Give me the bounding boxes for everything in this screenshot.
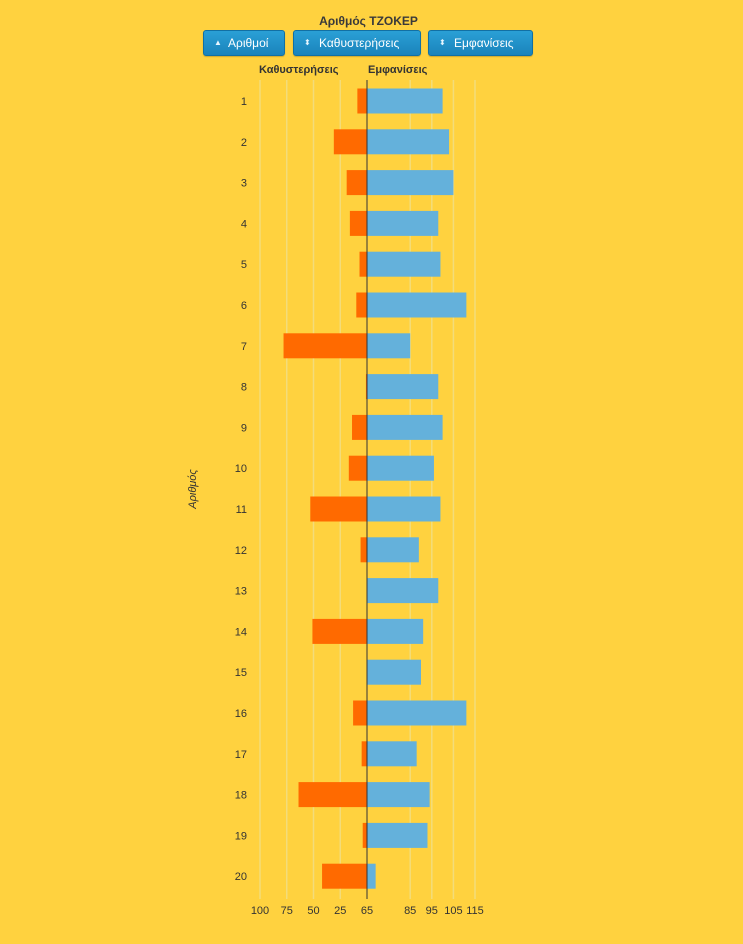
delays-bar <box>359 251 367 277</box>
category-label: 5 <box>241 259 247 271</box>
delays-bar <box>362 822 367 848</box>
appearances-bar <box>367 210 439 236</box>
category-label: 17 <box>235 749 247 761</box>
delays-bar <box>349 210 367 236</box>
chart-title: Αριθμός ΤΖΟΚΕΡ <box>319 14 418 28</box>
x-tick-label: 105 <box>444 905 462 917</box>
delays-bar <box>353 700 367 726</box>
delays-bar <box>346 170 367 196</box>
category-label: 19 <box>235 830 247 842</box>
appearances-bar <box>367 170 454 196</box>
appearances-bar <box>367 659 421 685</box>
appearances-bar <box>367 414 443 440</box>
right-header: Εμφανίσεις <box>368 64 428 76</box>
category-label: 3 <box>241 178 247 190</box>
x-tick-label: 100 <box>251 905 269 917</box>
delays-bar <box>310 496 367 522</box>
appearances-bar <box>367 292 467 318</box>
category-label: 18 <box>235 790 247 802</box>
x-tick-label: 50 <box>307 905 319 917</box>
appearances-bar <box>367 822 428 848</box>
appearances-bar <box>367 374 439 400</box>
x-tick-label: 95 <box>426 905 438 917</box>
appearances-bar <box>367 455 434 481</box>
sort-icon: ⬍ <box>304 38 311 47</box>
x-tick-label: 75 <box>281 905 293 917</box>
delays-bar <box>333 129 367 155</box>
delays-bar <box>361 741 367 767</box>
appearances-bar <box>367 741 417 767</box>
category-label: 10 <box>235 463 247 475</box>
category-label: 9 <box>241 422 247 434</box>
x-tick-label: 25 <box>334 905 346 917</box>
appearances-bar <box>367 129 450 155</box>
appearances-bar <box>367 88 443 114</box>
sort-asc-icon: ▲ <box>214 38 222 47</box>
x-tick-label: 65 <box>361 905 373 917</box>
delays-bar <box>322 863 367 889</box>
delays-bar <box>348 455 367 481</box>
delays-bar <box>283 333 367 359</box>
category-label: 7 <box>241 341 247 353</box>
category-label: 13 <box>235 586 247 598</box>
delays-bar <box>360 537 367 563</box>
appearances-bar <box>367 496 441 522</box>
appearances-bar <box>367 333 411 359</box>
x-tick-label: 85 <box>404 905 416 917</box>
category-label: 6 <box>241 300 247 312</box>
sort-by-appearances-button[interactable]: ⬍ Εμφανίσεις <box>428 30 533 56</box>
appearances-bar <box>367 251 441 277</box>
delays-bar <box>365 374 367 400</box>
sort-icon: ⬍ <box>439 38 446 47</box>
delays-bar <box>356 292 367 318</box>
category-label: 4 <box>241 218 247 230</box>
x-tick-label: 115 <box>466 905 484 917</box>
category-label: 20 <box>235 871 247 883</box>
delays-bar <box>298 782 367 808</box>
delays-bar <box>352 414 367 440</box>
appearances-bars <box>367 88 467 889</box>
appearances-bar <box>367 782 430 808</box>
sort-by-appearances-label: Εμφανίσεις <box>454 36 514 50</box>
category-label: 15 <box>235 667 247 679</box>
delays-bar <box>312 618 367 644</box>
category-label: 11 <box>236 504 247 516</box>
appearances-bar <box>367 578 439 604</box>
category-label: 1 <box>241 96 247 108</box>
appearances-bar <box>367 618 424 644</box>
left-header: Καθυστερήσεις <box>259 64 339 76</box>
appearances-bar <box>367 700 467 726</box>
y-axis-label: Αριθμός <box>187 469 199 510</box>
category-label: 12 <box>235 545 247 557</box>
category-label: 14 <box>235 626 247 638</box>
appearances-bar <box>367 537 419 563</box>
delays-bar <box>357 88 367 114</box>
delays-bars <box>283 88 367 889</box>
sort-by-number-label: Αριθμοί <box>228 36 269 50</box>
x-axis-ticks: 100 75 50 25 65 85 95 105 115 <box>251 905 484 917</box>
category-label: 8 <box>241 382 247 394</box>
category-label: 16 <box>235 708 247 720</box>
sort-by-delays-label: Καθυστερήσεις <box>319 36 400 50</box>
sort-by-number-button[interactable]: ▲ Αριθμοί <box>203 30 285 56</box>
category-label: 2 <box>241 137 247 149</box>
sort-by-delays-button[interactable]: ⬍ Καθυστερήσεις <box>293 30 421 56</box>
appearances-bar <box>367 863 376 889</box>
